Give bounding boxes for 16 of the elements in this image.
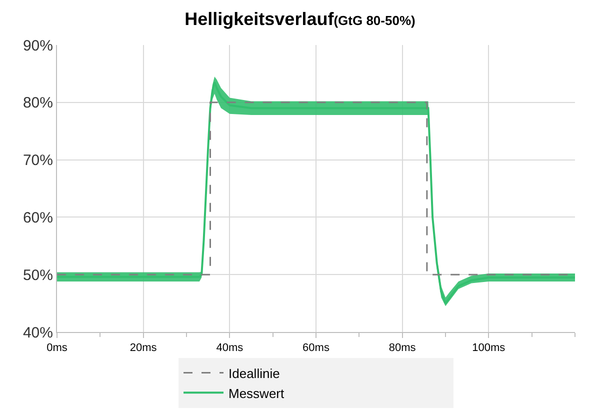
y-tick-label: 40% (22, 324, 53, 342)
y-tick-label: 70% (22, 152, 53, 170)
x-tick-label: 40ms (216, 342, 244, 354)
y-tick-label: 50% (22, 266, 53, 284)
x-tick-label: 20ms (130, 342, 158, 354)
x-tick-label: 100ms (472, 342, 506, 354)
x-tick-label: 80ms (388, 342, 416, 354)
x-tick-label: 0ms (46, 342, 68, 354)
y-tick-label: 80% (22, 94, 53, 112)
legend-label: Messwert (228, 386, 285, 401)
legend-label: Ideallinie (228, 366, 280, 381)
chart-title: Helligkeitsverlauf (184, 9, 335, 30)
y-tick-label: 90% (22, 37, 53, 54)
x-tick-label: 60ms (302, 342, 330, 354)
y-tick-label: 60% (22, 209, 53, 226)
chart-subtitle: (GtG 80-50%) (334, 13, 416, 28)
